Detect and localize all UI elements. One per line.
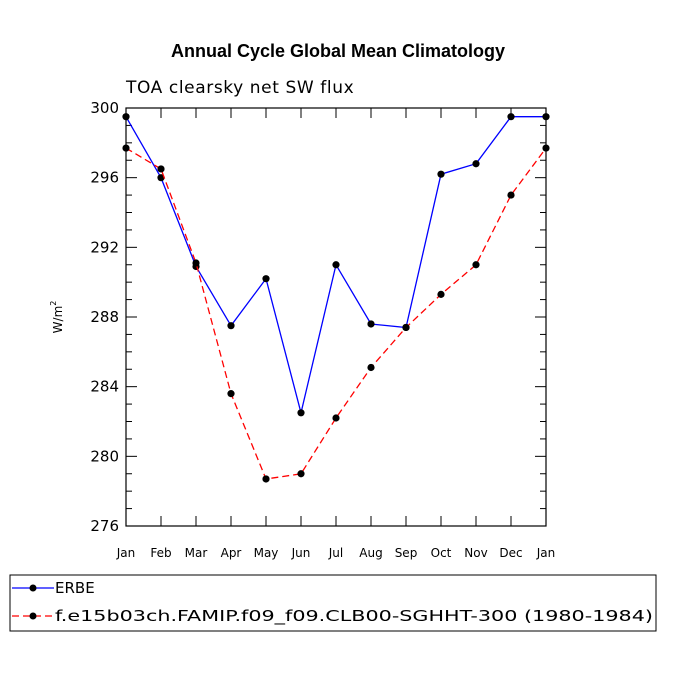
y-axis-label-superscript: 2 bbox=[49, 301, 58, 306]
series-0-point bbox=[472, 160, 480, 168]
series-0-point bbox=[332, 261, 340, 269]
series-1-point bbox=[192, 259, 200, 267]
y-axis-label: W/m2 bbox=[49, 301, 65, 334]
series-1-point bbox=[367, 363, 375, 372]
axis-ticks bbox=[125, 107, 547, 527]
x-tick-label: Jul bbox=[328, 546, 343, 560]
x-tick-labels: Jan Feb Mar Apr May Jun Jul Aug Sep Oct Nov Dec Jan bbox=[116, 546, 556, 560]
y-tick-label: 296 bbox=[90, 169, 119, 187]
chart-subtitle: TOA clearsky net SW flux bbox=[125, 78, 354, 98]
series-1-point bbox=[262, 475, 270, 483]
x-tick-label: Feb bbox=[150, 546, 171, 560]
series-1-point bbox=[472, 261, 480, 269]
x-tick-label: May bbox=[254, 546, 279, 560]
x-tick-label: Jun bbox=[291, 546, 311, 560]
legend-label-model: f.e15b03ch.FAMIP.f09_f09.CLB00-SGHHT-300… bbox=[55, 607, 653, 626]
series-0-point bbox=[227, 322, 235, 330]
y-tick-label: 288 bbox=[90, 308, 119, 326]
series-1-point bbox=[157, 165, 165, 173]
x-tick-label: Apr bbox=[221, 546, 242, 560]
series-1-point bbox=[507, 191, 515, 199]
plot-frame bbox=[125, 107, 547, 527]
series-1-point bbox=[227, 390, 235, 398]
x-tick-label: Aug bbox=[359, 546, 382, 560]
y-tick-label: 292 bbox=[90, 238, 119, 256]
y-tick-label: 276 bbox=[90, 517, 119, 535]
series-0-point bbox=[367, 320, 375, 328]
y-tick-label: 300 bbox=[90, 99, 119, 117]
x-tick-label: Sep bbox=[395, 546, 418, 560]
series-1-point bbox=[332, 414, 340, 422]
series-0-point bbox=[507, 113, 515, 121]
y-tick-label: 280 bbox=[90, 447, 119, 465]
series-1-point bbox=[402, 323, 410, 332]
x-tick-label: Oct bbox=[431, 546, 452, 560]
x-tick-label: Jan bbox=[536, 546, 556, 560]
legend-label-erbe: ERBE bbox=[55, 579, 95, 597]
series-1-point bbox=[297, 470, 305, 478]
series-layer bbox=[122, 113, 550, 483]
series-0-point bbox=[262, 275, 270, 283]
series-1-point bbox=[542, 144, 550, 152]
series-0-point bbox=[437, 170, 445, 178]
y-tick-label: 284 bbox=[90, 378, 119, 396]
chart-title: Annual Cycle Global Mean Climatology bbox=[171, 41, 505, 61]
series-1-point bbox=[437, 290, 445, 298]
legend-marker-model bbox=[29, 612, 37, 620]
series-0-point bbox=[542, 113, 550, 121]
x-tick-label: Dec bbox=[499, 546, 522, 560]
legend-marker-erbe bbox=[29, 584, 37, 592]
series-1-point bbox=[122, 144, 130, 152]
y-tick-labels: 276 280 284 288 292 296 300 bbox=[90, 99, 119, 535]
x-tick-label: Jan bbox=[116, 546, 136, 560]
x-tick-label: Nov bbox=[464, 546, 487, 560]
y-axis-label-main: W/m bbox=[51, 306, 65, 334]
legend-box bbox=[9, 574, 657, 632]
series-0-point bbox=[157, 174, 165, 182]
x-tick-label: Mar bbox=[185, 546, 208, 560]
series-0-point bbox=[297, 409, 305, 417]
series-0-point bbox=[122, 113, 130, 121]
